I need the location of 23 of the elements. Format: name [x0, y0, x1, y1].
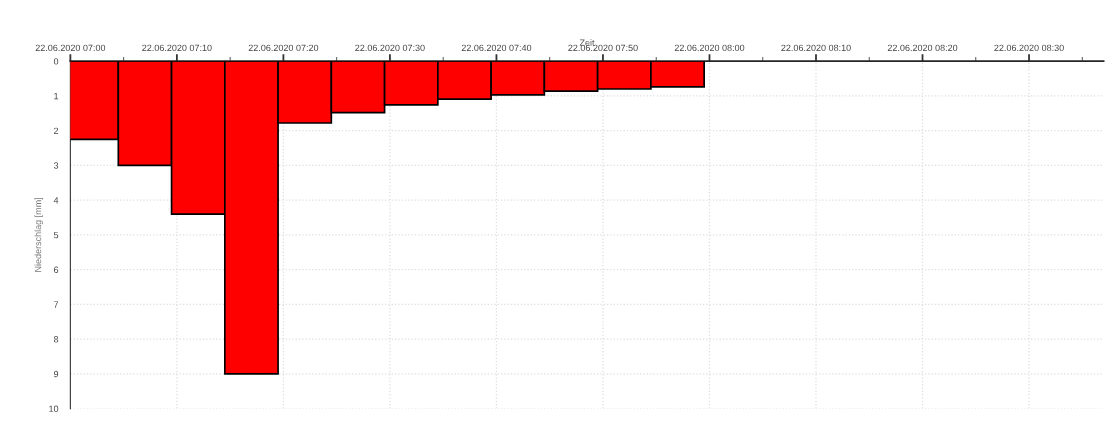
x-tick-label: 22.06.2020 08:00	[674, 44, 745, 52]
y-tick-label: 0	[53, 58, 59, 65]
y-tick-label: 2	[54, 127, 59, 134]
y-tick-label: 6	[54, 266, 59, 273]
x-axis-title: Zeit	[579, 39, 595, 46]
y-tick-label: 9	[53, 370, 59, 378]
x-tick-label: 22.06.2020 07:30	[355, 44, 425, 52]
x-tick-label: 22.06.2020 07:00	[35, 44, 106, 52]
y-tick-label: 3	[53, 162, 59, 169]
y-tick-label: 7	[54, 301, 59, 308]
x-tick-label: 22.06.2020 07:50	[568, 44, 638, 52]
y-tick-label: 1	[54, 92, 59, 100]
x-tick-label: 22.06.2020 07:20	[248, 44, 319, 52]
y-tick-label: 4	[53, 197, 59, 204]
x-tick-label: 22.06.2020 07:40	[461, 44, 532, 52]
y-tick-label: 8	[53, 336, 59, 343]
x-tick-label: 22.06.2020 08:30	[994, 44, 1064, 52]
y-axis-title: Niederschlag [mm]	[34, 197, 43, 272]
x-tick-label: 22.06.2020 07:10	[142, 44, 212, 52]
x-tick-label: 22.06.2020 08:10	[781, 44, 851, 52]
x-tick-label: 22.06.2020 08:20	[887, 44, 958, 52]
y-tick-label: 10	[49, 405, 59, 412]
y-tick-label: 5	[53, 231, 59, 239]
